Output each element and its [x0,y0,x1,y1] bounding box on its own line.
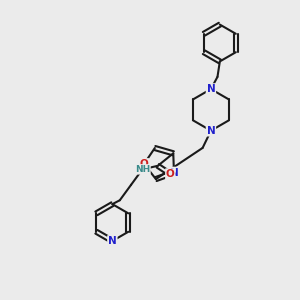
Text: N: N [207,126,215,136]
Text: N: N [169,167,178,178]
Text: N: N [108,236,117,246]
Text: NH: NH [135,165,150,174]
Text: O: O [166,169,175,179]
Text: O: O [140,159,148,169]
Text: N: N [207,84,215,94]
